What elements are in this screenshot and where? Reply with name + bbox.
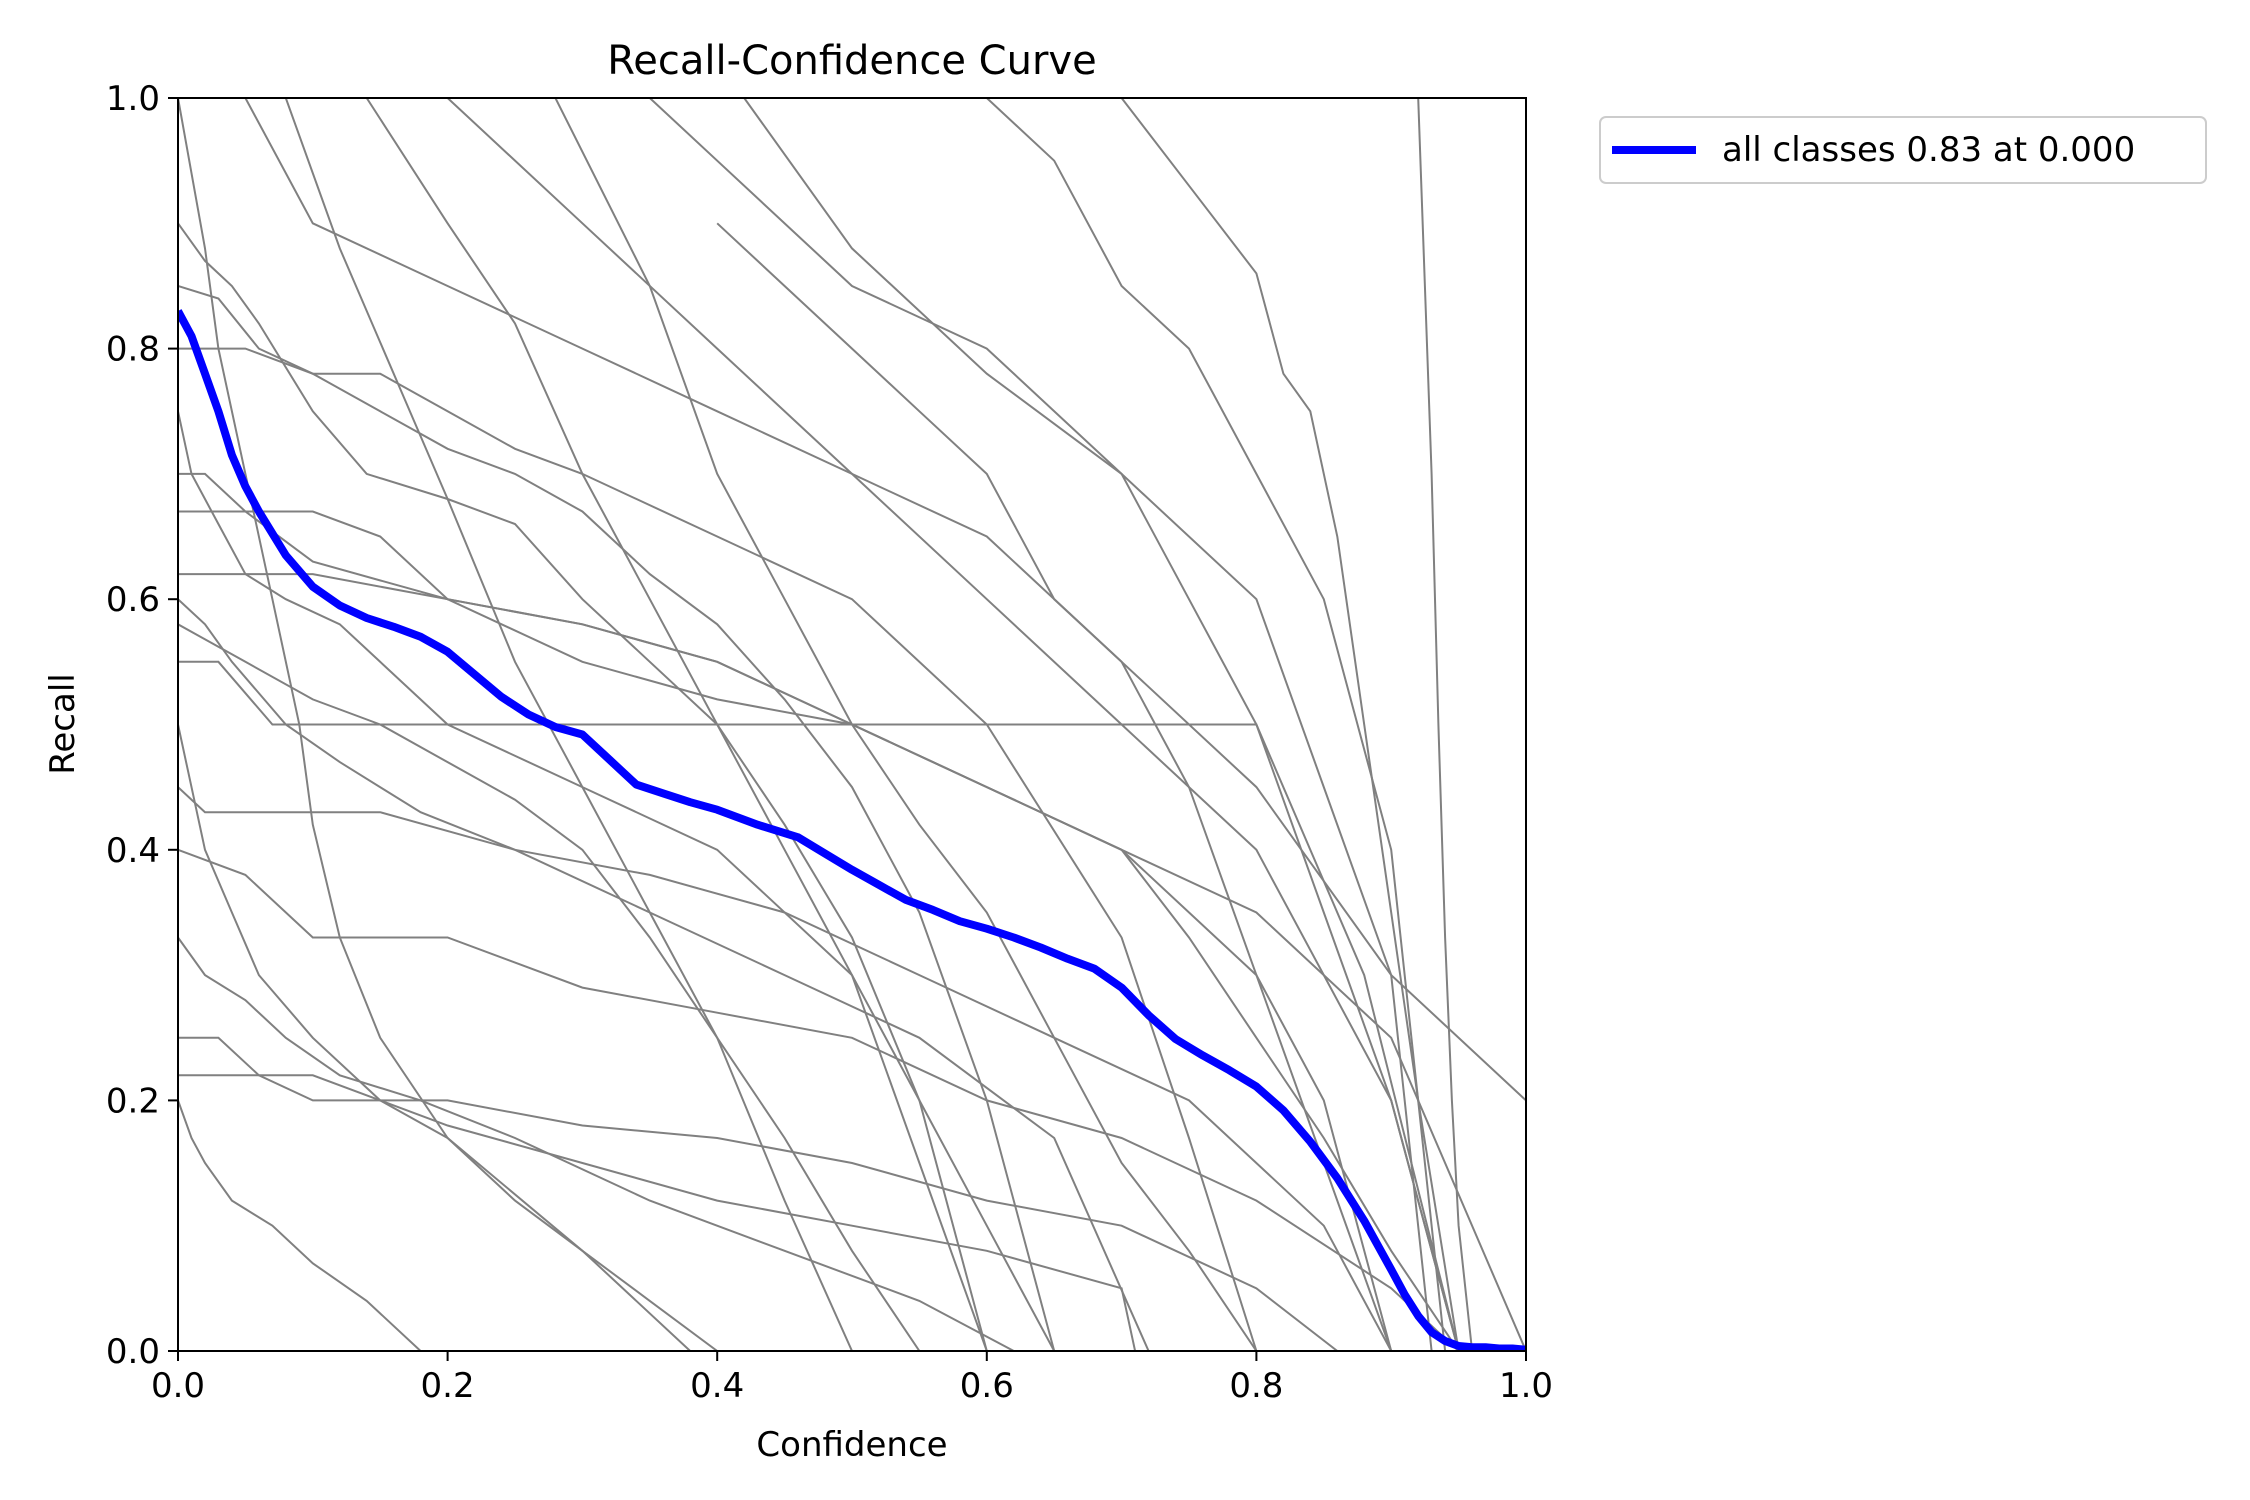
x-tick-label: 0.2 <box>421 1366 475 1406</box>
x-tick-label: 0.0 <box>151 1366 205 1406</box>
legend: all classes 0.83 at 0.000 <box>1599 116 2207 184</box>
y-axis-label: Recall <box>43 673 83 774</box>
all-classes-curve-line <box>178 309 1526 1351</box>
y-axis-ticks: 0.0 0.2 0.4 0.6 0.8 1.0 <box>106 79 178 1372</box>
class-curve-line <box>178 573 1526 1351</box>
x-tick-label: 0.8 <box>1229 1366 1283 1406</box>
class-curve-line <box>446 98 1460 1351</box>
legend-box <box>1599 116 2207 184</box>
class-curve-line <box>743 98 1433 1351</box>
plot-frame <box>177 97 1527 1352</box>
legend-label: all classes 0.83 at 0.000 <box>1722 130 2135 170</box>
class-curve-line <box>986 98 1447 1351</box>
class-curve-line <box>178 786 1393 1351</box>
class-curve-line <box>178 724 718 1351</box>
y-tick-label: 0.2 <box>106 1081 160 1121</box>
class-curve-line <box>178 411 988 1351</box>
y-tick-label: 0.6 <box>106 580 160 620</box>
class-curve-line <box>1120 98 1460 1351</box>
class-curve-line <box>178 1036 1338 1351</box>
chart-title: Recall-Confidence Curve <box>607 38 1096 84</box>
class-curve-line <box>1417 98 1474 1351</box>
class-curve-line <box>716 222 1393 1351</box>
class-curve-line <box>178 1100 422 1351</box>
y-tick-label: 0.4 <box>106 831 160 871</box>
class-curve-line <box>178 623 921 1351</box>
x-tick-label: 1.0 <box>1499 1366 1553 1406</box>
x-axis-label: Confidence <box>756 1425 947 1465</box>
class-curve-line <box>178 848 1460 1351</box>
class-curve-line <box>178 98 987 1351</box>
x-axis-ticks: 0.0 0.2 0.4 0.6 0.8 1.0 <box>151 1351 1553 1406</box>
x-tick-label: 0.4 <box>690 1366 744 1406</box>
x-tick-label: 0.6 <box>960 1366 1014 1406</box>
all-classes-curve-group <box>178 309 1526 1351</box>
class-curve-line <box>178 598 1150 1351</box>
class-curve-line <box>178 285 1056 1351</box>
y-tick-label: 0.0 <box>106 1332 160 1372</box>
class-curve-line <box>554 98 1258 1351</box>
class-curve-line <box>178 1074 1137 1351</box>
class-curve-line <box>365 98 1056 1351</box>
y-tick-label: 1.0 <box>106 79 160 119</box>
y-tick-label: 0.8 <box>106 330 160 370</box>
